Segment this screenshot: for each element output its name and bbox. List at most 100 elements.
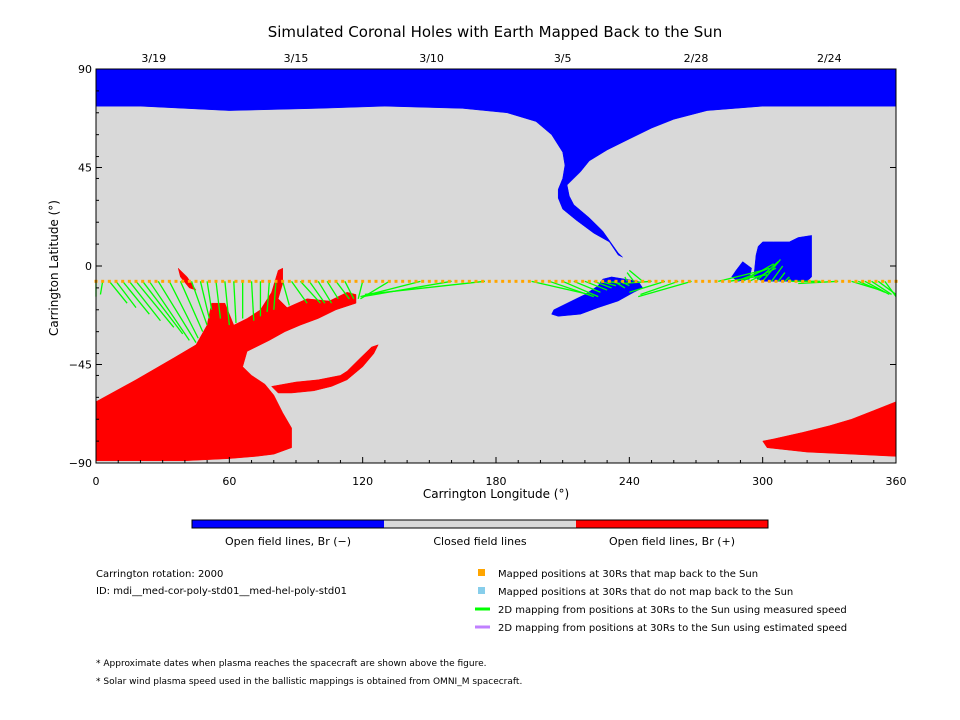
mapped-position-dot [114, 279, 118, 283]
mapping-line-9 [157, 280, 197, 343]
mapping-line-56 [742, 263, 775, 282]
date-tick-label: 3/5 [554, 52, 572, 65]
mapped-position-dot [561, 279, 565, 283]
mapping-line-47 [626, 272, 635, 282]
mapped-position-dot [747, 279, 751, 283]
mapped-position-dot [361, 279, 365, 283]
top-date-axis: 3/19 3/15 3/10 3/5 2/28 2/24 [141, 52, 842, 75]
mapped-position-dot [174, 279, 178, 283]
mapped-position-dot [774, 279, 778, 283]
mapping-line-16 [224, 281, 230, 326]
mapped-position-dot [667, 279, 671, 283]
legend-label: Mapped positions at 30Rs that map back t… [498, 569, 758, 580]
mapped-position-dot [441, 279, 445, 283]
mapping-line-51 [640, 280, 679, 296]
colorbar-label: Open field lines, Br (−) [225, 535, 351, 548]
mapped-position-dot [421, 279, 425, 283]
mapping-line-55 [735, 267, 770, 282]
mapping-line-8 [148, 280, 190, 341]
chart-title: Simulated Coronal Holes with Earth Mappe… [268, 23, 723, 41]
mapped-position-dot [587, 279, 591, 283]
open-field-positive-region-1 [95, 267, 357, 462]
mapping-line-2 [108, 280, 128, 304]
mapped-position-dot [581, 279, 585, 283]
mapping-line-4 [122, 280, 150, 315]
mapped-position-dot [787, 279, 791, 283]
x-tick-label: 300 [752, 475, 773, 488]
mapped-position-dot [281, 279, 285, 283]
x-axis-label: Carrington Longitude (°) [423, 487, 569, 501]
mapping-line-19 [250, 281, 255, 321]
mapping-line-14 [206, 281, 213, 310]
x-tick-label: 0 [93, 475, 100, 488]
mapped-position-dot [527, 279, 531, 283]
mapped-position-dot [341, 279, 345, 283]
mapping-line-60 [771, 265, 784, 282]
mapped-position-dot [761, 279, 765, 283]
mapped-position-dot [881, 279, 885, 283]
mapped-position-dot [214, 279, 218, 283]
mapped-position-dot [454, 279, 458, 283]
mapping-line-21 [266, 281, 270, 313]
x-tick-label: 180 [486, 475, 507, 488]
mapping-line-5 [128, 280, 161, 322]
mapped-position-dot [301, 279, 305, 283]
mapped-position-dot [394, 279, 398, 283]
mapped-position-dot [647, 279, 651, 283]
mapping-line-71 [871, 280, 892, 295]
mapped-position-dot [367, 279, 371, 283]
mapped-position-dot [294, 279, 298, 283]
colorbar-segment [576, 520, 768, 528]
mapped-position-dot [247, 279, 251, 283]
mapped-position-dot [474, 279, 478, 283]
mapped-position-dot [401, 279, 405, 283]
mapped-position-dot [141, 279, 145, 283]
x-axis: 0 60 120 180 240 300 360 [93, 457, 907, 488]
mapped-position-dot [727, 279, 731, 283]
mapping-line-62 [784, 276, 790, 282]
mapping-line-30 [344, 281, 355, 300]
legend-label: Mapped positions at 30Rs that do not map… [498, 587, 793, 598]
mapping-line-25 [299, 280, 321, 304]
mapped-position-dot [654, 279, 658, 283]
mapped-position-dot [841, 279, 845, 283]
mapped-position-dot [387, 279, 391, 283]
mapping-line-70 [864, 280, 890, 296]
mapped-position-dot [501, 279, 505, 283]
mapped-position-dot [381, 279, 385, 283]
mapped-position-dot [594, 279, 598, 283]
mapped-position-dot [834, 279, 838, 283]
mapping-line-27 [317, 280, 333, 304]
mapped-position-dot [121, 279, 125, 283]
mapping-line-7 [142, 280, 184, 335]
y-axis: 90 45 0 −45 −90 [69, 63, 896, 470]
mapping-line-39 [573, 280, 601, 293]
mapped-position-dot [234, 279, 238, 283]
mapped-position-dot [674, 279, 678, 283]
mapped-position-dot [267, 279, 271, 283]
mapping-line-28 [326, 280, 339, 300]
mapped-position-dot [741, 279, 745, 283]
open-field-positive-region-2 [762, 401, 897, 457]
mapped-position-dot [574, 279, 578, 283]
date-tick-label: 2/28 [684, 52, 709, 65]
colorbar: Open field lines, Br (−) Closed field lin… [191, 519, 769, 548]
mapped-position-dot [567, 279, 571, 283]
mapped-position-dot [521, 279, 525, 283]
mapped-position-dot [194, 279, 198, 283]
mapped-position-dot [874, 279, 878, 283]
colorbar-segment [192, 520, 384, 528]
mapping-line-12 [190, 281, 208, 326]
mapping-line-31 [357, 281, 364, 299]
footnote-speed-source: * Solar wind plasma speed used in the ba… [96, 677, 522, 687]
colorbar-label: Closed field lines [433, 535, 527, 548]
y-tick-label: 45 [78, 162, 92, 175]
mapping-line-23 [282, 281, 290, 306]
date-tick-label: 3/15 [284, 52, 309, 65]
mapping-line-73 [884, 280, 897, 298]
mapped-position-dot [101, 279, 105, 283]
open-field-positive-region-3 [271, 344, 379, 394]
mapped-position-dot [374, 279, 378, 283]
mapped-position-dot [314, 279, 318, 283]
